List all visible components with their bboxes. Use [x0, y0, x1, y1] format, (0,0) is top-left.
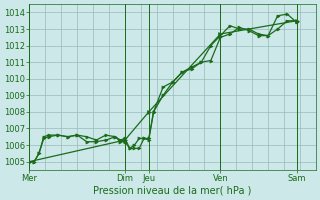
X-axis label: Pression niveau de la mer( hPa ): Pression niveau de la mer( hPa ) — [93, 186, 252, 196]
